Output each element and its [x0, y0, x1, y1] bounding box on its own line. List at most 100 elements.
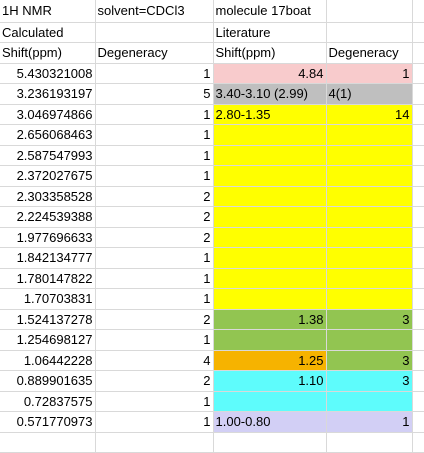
lit-shift-cell[interactable]: 1.25 [213, 350, 327, 371]
empty-cell[interactable] [412, 370, 424, 392]
cell-d2[interactable] [326, 22, 413, 43]
calc-shift-cell[interactable]: 5.430321008 [0, 63, 96, 84]
column-header-calc-shift[interactable]: Shift(ppm) [0, 42, 96, 64]
calc-shift-cell[interactable]: 1.254698127 [0, 329, 96, 351]
lit-shift-cell[interactable] [213, 329, 327, 351]
lit-degeneracy-cell[interactable] [326, 165, 413, 187]
calc-shift-cell[interactable]: 1.06442228 [0, 350, 96, 371]
lit-shift-cell[interactable] [213, 165, 327, 187]
calc-degeneracy-cell[interactable]: 1 [95, 145, 214, 166]
cell-e3[interactable] [412, 42, 424, 64]
lit-degeneracy-cell[interactable]: 1 [326, 63, 413, 84]
calc-degeneracy-cell[interactable]: 5 [95, 83, 214, 105]
lit-shift-cell[interactable] [213, 186, 327, 207]
calc-degeneracy-cell[interactable]: 1 [95, 124, 214, 146]
calc-shift-cell[interactable]: 2.656068463 [0, 124, 96, 146]
empty-cell[interactable] [213, 432, 327, 453]
calc-degeneracy-cell[interactable]: 4 [95, 350, 214, 371]
calc-degeneracy-cell[interactable]: 2 [95, 370, 214, 392]
lit-degeneracy-cell[interactable] [326, 227, 413, 248]
calc-degeneracy-cell[interactable]: 1 [95, 247, 214, 269]
empty-cell[interactable] [0, 432, 96, 453]
lit-shift-cell[interactable]: 1.00-0.80 [213, 411, 327, 433]
empty-cell[interactable] [326, 432, 413, 453]
lit-degeneracy-cell[interactable] [326, 268, 413, 289]
empty-cell[interactable] [95, 432, 214, 453]
calc-degeneracy-cell[interactable]: 1 [95, 391, 214, 412]
calc-degeneracy-cell[interactable]: 1 [95, 329, 214, 351]
empty-cell[interactable] [412, 247, 424, 269]
lit-shift-cell[interactable] [213, 268, 327, 289]
cell-a2[interactable]: Calculated [0, 22, 96, 43]
lit-shift-cell[interactable]: 2.80-1.35 [213, 104, 327, 125]
calc-degeneracy-cell[interactable]: 2 [95, 227, 214, 248]
calc-shift-cell[interactable]: 3.236193197 [0, 83, 96, 105]
lit-shift-cell[interactable] [213, 288, 327, 310]
lit-degeneracy-cell[interactable] [326, 329, 413, 351]
empty-cell[interactable] [412, 186, 424, 207]
calc-degeneracy-cell[interactable]: 1 [95, 165, 214, 187]
calc-degeneracy-cell[interactable]: 2 [95, 186, 214, 207]
empty-cell[interactable] [412, 350, 424, 371]
empty-cell[interactable] [412, 309, 424, 330]
empty-cell[interactable] [412, 227, 424, 248]
cell-b2[interactable] [95, 22, 214, 43]
lit-degeneracy-cell[interactable]: 4(1) [326, 83, 413, 105]
calc-shift-cell[interactable]: 2.587547993 [0, 145, 96, 166]
lit-degeneracy-cell[interactable]: 3 [326, 309, 413, 330]
empty-cell[interactable] [412, 391, 424, 412]
lit-shift-cell[interactable] [213, 227, 327, 248]
lit-degeneracy-cell[interactable]: 14 [326, 104, 413, 125]
calc-degeneracy-cell[interactable]: 2 [95, 309, 214, 330]
cell-b1[interactable]: solvent=CDCl3 [95, 0, 214, 23]
calc-shift-cell[interactable]: 1.842134777 [0, 247, 96, 269]
cell-c2[interactable]: Literature [213, 22, 327, 43]
lit-degeneracy-cell[interactable] [326, 247, 413, 269]
lit-degeneracy-cell[interactable] [326, 288, 413, 310]
cell-e1[interactable] [412, 0, 424, 23]
calc-shift-cell[interactable]: 1.70703831 [0, 288, 96, 310]
empty-cell[interactable] [412, 124, 424, 146]
calc-degeneracy-cell[interactable]: 1 [95, 63, 214, 84]
calc-shift-cell[interactable]: 1.524137278 [0, 309, 96, 330]
lit-shift-cell[interactable] [213, 247, 327, 269]
lit-shift-cell[interactable] [213, 391, 327, 412]
calc-degeneracy-cell[interactable]: 1 [95, 104, 214, 125]
lit-shift-cell[interactable]: 4.84 [213, 63, 327, 84]
lit-degeneracy-cell[interactable]: 1 [326, 411, 413, 433]
calc-degeneracy-cell[interactable]: 1 [95, 411, 214, 433]
calc-shift-cell[interactable]: 0.72837575 [0, 391, 96, 412]
lit-shift-cell[interactable]: 1.10 [213, 370, 327, 392]
lit-degeneracy-cell[interactable] [326, 206, 413, 228]
empty-cell[interactable] [412, 268, 424, 289]
lit-degeneracy-cell[interactable]: 3 [326, 350, 413, 371]
column-header-lit-shift[interactable]: Shift(ppm) [213, 42, 327, 64]
calc-shift-cell[interactable]: 1.977696633 [0, 227, 96, 248]
lit-shift-cell[interactable]: 3.40-3.10 (2.99) [213, 83, 327, 105]
empty-cell[interactable] [412, 165, 424, 187]
calc-degeneracy-cell[interactable]: 2 [95, 206, 214, 228]
calc-shift-cell[interactable]: 1.780147822 [0, 268, 96, 289]
empty-cell[interactable] [412, 63, 424, 84]
cell-e2[interactable] [412, 22, 424, 43]
cell-d1[interactable] [326, 0, 413, 23]
column-header-lit-degeneracy[interactable]: Degeneracy [326, 42, 413, 64]
cell-a1[interactable]: 1H NMR [0, 0, 96, 23]
lit-shift-cell[interactable] [213, 124, 327, 146]
empty-cell[interactable] [412, 329, 424, 351]
empty-cell[interactable] [412, 145, 424, 166]
empty-cell[interactable] [412, 83, 424, 105]
calc-shift-cell[interactable]: 3.046974866 [0, 104, 96, 125]
cell-c1[interactable]: molecule 17boat [213, 0, 327, 23]
calc-shift-cell[interactable]: 0.571770973 [0, 411, 96, 433]
lit-degeneracy-cell[interactable] [326, 186, 413, 207]
calc-degeneracy-cell[interactable]: 1 [95, 268, 214, 289]
lit-shift-cell[interactable] [213, 145, 327, 166]
lit-degeneracy-cell[interactable]: 3 [326, 370, 413, 392]
calc-shift-cell[interactable]: 2.224539388 [0, 206, 96, 228]
empty-cell[interactable] [412, 432, 424, 453]
calc-shift-cell[interactable]: 2.303358528 [0, 186, 96, 207]
lit-shift-cell[interactable] [213, 206, 327, 228]
empty-cell[interactable] [412, 411, 424, 433]
empty-cell[interactable] [412, 104, 424, 125]
